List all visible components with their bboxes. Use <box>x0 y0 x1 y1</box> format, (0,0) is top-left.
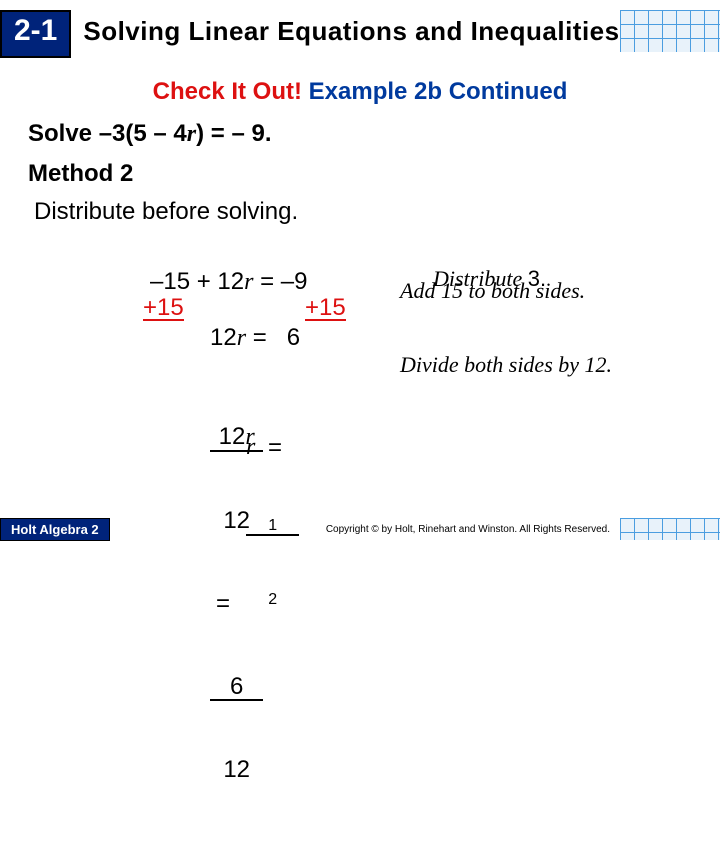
subtitle-blue: Example 2b Continued <box>309 78 568 105</box>
explain-3: Divide both sides by 12. <box>400 352 612 378</box>
content: Solve –3(5 – 4r) = – 9. Method 2 Distrib… <box>28 120 692 236</box>
explain-2: Add 15 to both sides. <box>400 278 585 304</box>
footer-brand: Holt Algebra 2 <box>0 518 110 541</box>
problem-expr-a: –3(5 – 4 <box>99 120 187 147</box>
s2r: +15 <box>305 297 346 321</box>
problem-prefix: Solve <box>28 120 99 147</box>
problem-line: Solve –3(5 – 4r) = – 9. <box>28 120 692 148</box>
problem-var: r <box>187 121 196 147</box>
finaleq: = <box>255 434 294 462</box>
subtitle: Check It Out! Example 2b Continued <box>0 78 720 106</box>
finalr: r <box>246 434 255 460</box>
instruction: Distribute before solving. <box>34 198 692 226</box>
section-number: 2-1 <box>0 10 71 58</box>
header: 2-1 Solving Linear Equations and Inequal… <box>0 10 720 60</box>
footer-copyright: Copyright © by Holt, Rinehart and Winsto… <box>326 524 720 535</box>
f2d: 12 <box>210 757 263 782</box>
problem-expr-b: ) = – 9. <box>196 120 271 147</box>
frac-half: 1 2 <box>246 462 299 666</box>
halfden: 2 <box>246 592 299 609</box>
page-title: Solving Linear Equations and Inequalitie… <box>83 10 619 47</box>
step5: r = 1 2 <box>206 405 299 693</box>
subtitle-red: Check It Out! <box>153 78 302 105</box>
method-label: Method 2 <box>28 160 692 188</box>
footer: Holt Algebra 2 Copyright © by Holt, Rine… <box>0 518 720 540</box>
